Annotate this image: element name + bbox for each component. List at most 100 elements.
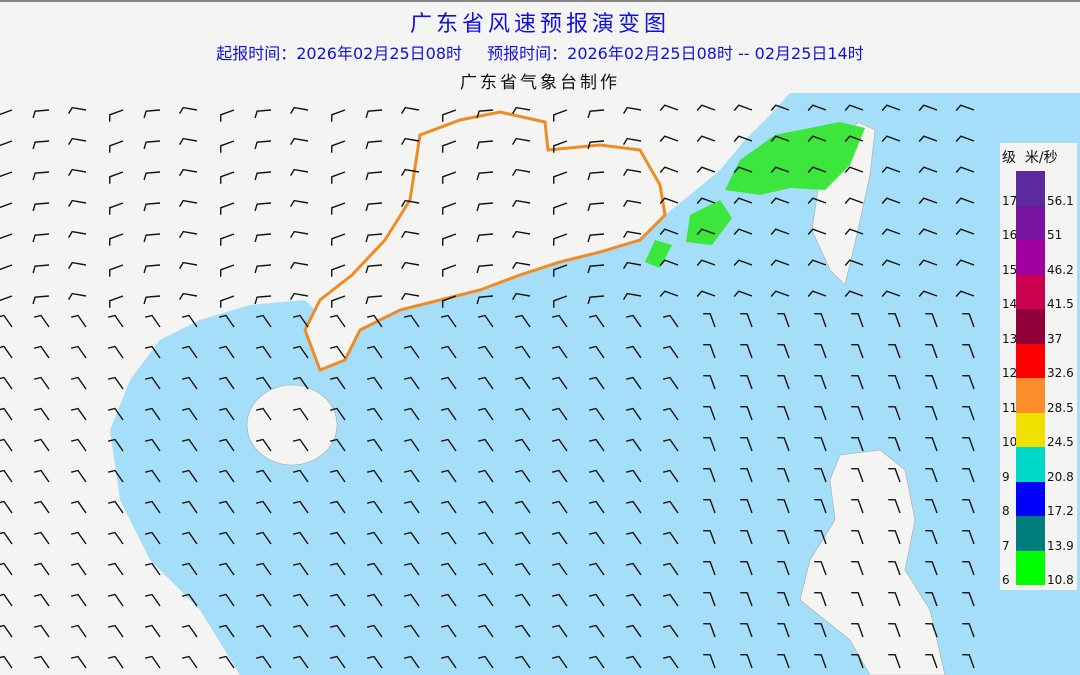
legend-swatch: [1016, 550, 1045, 585]
wind-barb: [851, 313, 864, 328]
wind-barb: [955, 104, 975, 111]
wind-barb: [622, 168, 642, 176]
wind-barb: [367, 655, 383, 669]
wind-barb: [219, 376, 235, 390]
wind-barb: [441, 407, 457, 421]
wind-barb: [918, 104, 938, 111]
wind-barb: [331, 171, 346, 184]
wind-barb: [814, 561, 827, 576]
wind-barb: [733, 290, 753, 297]
wind-barb: [552, 562, 568, 576]
wind-barb: [0, 438, 13, 452]
wind-barb: [851, 468, 864, 483]
wind-barb: [696, 259, 716, 266]
wind-barb: [814, 437, 827, 452]
wind-barb: [330, 438, 346, 452]
wind-barb: [67, 261, 87, 269]
agency-credit: 广东省气象台制作: [460, 73, 620, 93]
wind-barb: [888, 623, 901, 638]
wind-barb: [178, 168, 198, 176]
wind-barb: [182, 562, 198, 576]
wind-barb: [404, 376, 420, 390]
wind-barb: [0, 531, 13, 545]
wind-barb: [552, 624, 568, 638]
wind-barb: [145, 562, 161, 576]
wind-barb: [955, 259, 975, 266]
wind-barb: [663, 655, 679, 669]
legend-level: 10: [1002, 435, 1018, 449]
wind-barb: [108, 531, 124, 545]
wind-barb: [145, 655, 161, 669]
wind-barb: [740, 499, 753, 514]
wind-barb: [740, 344, 753, 359]
wind-barb: [0, 233, 13, 240]
wind-barb: [34, 655, 50, 669]
wind-barb: [777, 623, 790, 638]
wind-barb: [478, 655, 494, 669]
wind-barb: [109, 233, 124, 246]
wind-barb: [293, 593, 309, 607]
wind-barb: [925, 468, 938, 483]
wind-barb: [0, 109, 13, 116]
wind-barb: [404, 469, 420, 483]
legend-item: 12 32.6: [1000, 343, 1077, 380]
wind-barb: [515, 500, 531, 514]
wind-barb: [626, 624, 642, 638]
wind-barb: [733, 104, 753, 111]
wind-barb: [881, 135, 901, 142]
wind-barb: [71, 376, 87, 390]
wind-barb: [219, 500, 235, 514]
wind-barb: [367, 531, 383, 545]
wind-barb: [622, 230, 642, 238]
wind-barb: [109, 202, 124, 215]
wind-barb: [109, 295, 124, 308]
wind-barb: [740, 375, 753, 390]
wind-barb: [515, 314, 531, 328]
wind-barb: [289, 168, 309, 176]
wind-barb: [145, 407, 161, 421]
wind-barb: [622, 292, 642, 300]
legend-speed: 32.6: [1047, 366, 1074, 380]
wind-barb: [703, 375, 716, 390]
wind-barb: [663, 562, 679, 576]
wind-barb: [0, 376, 13, 390]
wind-barb: [256, 655, 272, 669]
legend-level: 17: [1002, 193, 1018, 208]
wind-barb: [703, 561, 716, 576]
wind-barb: [888, 468, 901, 483]
wind-barb: [108, 314, 124, 328]
wind-barb: [71, 593, 87, 607]
wind-barb: [918, 290, 938, 297]
wind-barb: [478, 376, 494, 390]
wind-barb: [331, 233, 346, 246]
wind-barb: [71, 624, 87, 638]
wind-barb: [888, 313, 901, 328]
wind-barb: [219, 438, 235, 452]
legend-speed: 41.5: [1047, 297, 1074, 311]
wind-barb: [777, 375, 790, 390]
wind-barb: [219, 531, 235, 545]
wind-barb: [256, 531, 272, 545]
wind-barb: [32, 202, 50, 212]
wind-barb: [552, 500, 568, 514]
wind-barb: [108, 593, 124, 607]
wind-barb: [330, 531, 346, 545]
wind-barb: [918, 259, 938, 266]
legend-swatch: [1016, 274, 1045, 309]
wind-barb: [182, 345, 198, 359]
wind-barb: [145, 345, 161, 359]
wind-barb: [962, 468, 975, 483]
wind-barb: [659, 228, 679, 235]
wind-barb: [925, 623, 938, 638]
wind-barb: [777, 344, 790, 359]
wind-barb: [553, 140, 568, 153]
legend-speed: 10.8: [1047, 573, 1074, 587]
wind-barb: [143, 264, 161, 274]
wind-barb: [814, 530, 827, 545]
wind-barb: [182, 624, 198, 638]
wind-barb: [293, 500, 309, 514]
wind-barb: [925, 499, 938, 514]
wind-barb: [807, 104, 827, 111]
wind-barb: [962, 344, 975, 359]
wind-barb: [71, 655, 87, 669]
